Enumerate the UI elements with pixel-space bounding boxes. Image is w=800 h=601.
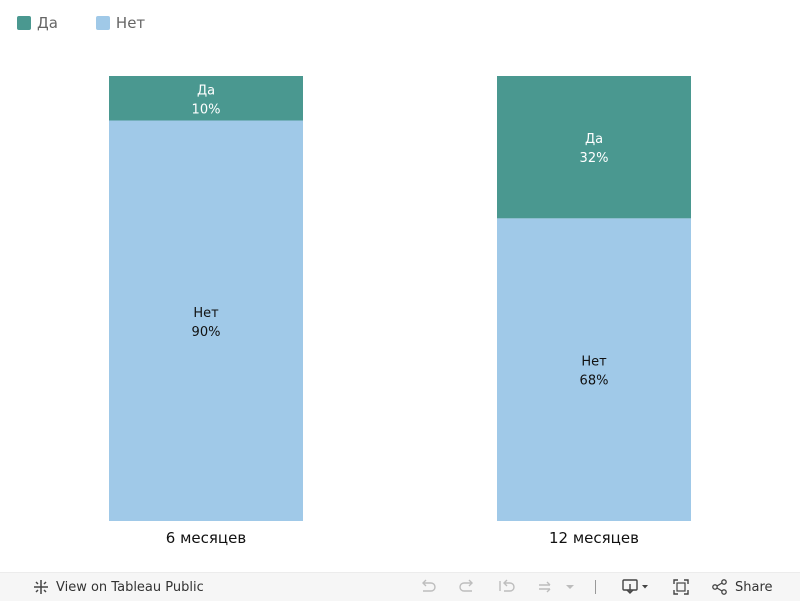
bar-segment[interactable]	[109, 120, 303, 522]
legend-item-yes[interactable]: Да	[17, 14, 58, 32]
fullscreen-icon	[673, 579, 689, 595]
undo-button[interactable]	[418, 573, 438, 601]
legend-swatch-no	[95, 16, 110, 30]
view-on-tableau-link[interactable]: View on Tableau Public	[32, 573, 204, 601]
legend-label-yes: Да	[37, 14, 58, 32]
data-label-series: Да	[585, 132, 603, 147]
x-tick-label: 6 месяцев	[166, 529, 246, 547]
share-button[interactable]: Share	[711, 573, 773, 601]
revert-button[interactable]	[497, 573, 517, 601]
revert-icon	[499, 579, 515, 592]
download-button[interactable]	[621, 573, 651, 601]
share-label: Share	[735, 579, 773, 595]
legend-item-no[interactable]: Нет	[95, 14, 146, 32]
data-label-value: 32%	[580, 151, 609, 166]
data-label-value: 10%	[192, 102, 221, 117]
data-label-value: 90%	[192, 325, 221, 340]
share-icon	[712, 579, 727, 595]
tableau-toolbar: View on Tableau Public	[0, 572, 800, 601]
stacked-bar-chart: Да 10% Нет 90% 6 месяцев Да 32% Нет 68% 12 месяце…	[109, 76, 691, 547]
bar-segment[interactable]	[497, 218, 691, 521]
refresh-dropdown[interactable]	[565, 573, 575, 601]
x-tick-label: 12 месяцев	[549, 529, 639, 547]
bar-segment[interactable]	[497, 76, 691, 219]
legend-label-no: Нет	[115, 14, 146, 32]
data-label-value: 68%	[580, 374, 609, 389]
redo-icon	[459, 579, 473, 592]
refresh-icon	[539, 581, 551, 593]
data-label-series: Нет	[193, 306, 219, 321]
refresh-button[interactable]	[535, 573, 555, 601]
legend-swatch-yes	[17, 16, 31, 30]
download-icon	[622, 579, 648, 594]
undo-icon	[422, 579, 436, 592]
toolbar-separator	[595, 580, 596, 594]
bar-segment[interactable]	[109, 76, 303, 121]
tableau-logo-icon	[34, 580, 48, 594]
redo-button[interactable]	[457, 573, 477, 601]
data-label-series: Да	[197, 83, 215, 98]
view-on-tableau-label: View on Tableau Public	[56, 579, 204, 595]
data-label-series: Нет	[581, 355, 607, 370]
dropdown-icon	[566, 585, 574, 589]
fullscreen-button[interactable]	[671, 573, 691, 601]
legend: Да Нет	[17, 14, 183, 32]
